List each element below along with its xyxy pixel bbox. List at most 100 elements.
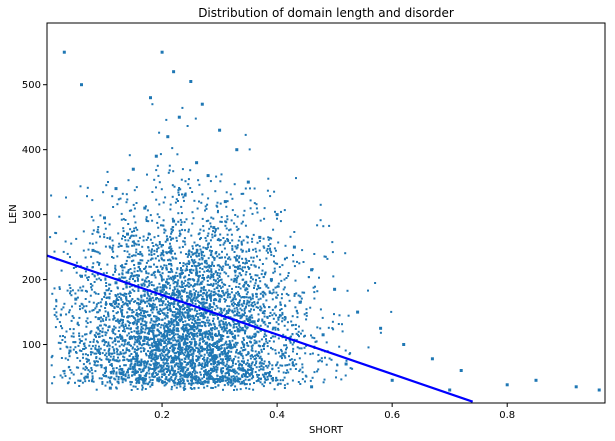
scatter-point bbox=[214, 332, 217, 335]
scatter-point bbox=[254, 303, 257, 306]
x-tick-label: 0.4 bbox=[269, 410, 285, 421]
scatter-point bbox=[169, 307, 171, 310]
scatter-point bbox=[298, 357, 301, 360]
scatter-point bbox=[215, 282, 218, 285]
scatter-point bbox=[313, 253, 316, 255]
scatter-point bbox=[226, 378, 229, 381]
scatter-point bbox=[59, 342, 62, 345]
scatter-point bbox=[172, 369, 175, 372]
scatter-point bbox=[97, 328, 100, 331]
scatter-point bbox=[258, 340, 261, 343]
scatter-point bbox=[158, 243, 161, 246]
scatter-point bbox=[263, 348, 265, 350]
scatter-point bbox=[109, 355, 112, 358]
scatter-point bbox=[211, 261, 214, 264]
scatter-point bbox=[180, 365, 183, 367]
scatter-point bbox=[190, 388, 193, 390]
scatter-point bbox=[150, 281, 153, 284]
scatter-point bbox=[207, 274, 210, 277]
scatter-point bbox=[153, 335, 156, 338]
scatter-point bbox=[237, 227, 240, 230]
scatter-point bbox=[137, 337, 140, 340]
scatter-point bbox=[185, 354, 188, 357]
scatter-point bbox=[176, 347, 179, 350]
scatter-point bbox=[199, 350, 202, 353]
scatter-point bbox=[277, 241, 280, 244]
scatter-point bbox=[191, 357, 194, 360]
scatter-point bbox=[148, 249, 151, 252]
scatter-point bbox=[271, 364, 274, 367]
scatter-point bbox=[78, 335, 81, 337]
scatter-point bbox=[108, 283, 111, 286]
scatter-point bbox=[65, 196, 67, 199]
scatter-point bbox=[148, 328, 151, 331]
scatter-point bbox=[170, 247, 173, 250]
scatter-point bbox=[574, 385, 578, 389]
scatter-point bbox=[256, 373, 258, 376]
scatter-point bbox=[179, 370, 182, 372]
scatter-point bbox=[132, 203, 135, 206]
scatter-point bbox=[133, 321, 136, 324]
scatter-point bbox=[113, 377, 116, 380]
scatter-point bbox=[91, 273, 94, 276]
scatter-point bbox=[184, 338, 187, 341]
scatter-point bbox=[240, 364, 243, 366]
scatter-point bbox=[169, 295, 172, 298]
scatter-point bbox=[224, 299, 227, 302]
scatter-point bbox=[186, 353, 189, 356]
scatter-point bbox=[183, 348, 186, 351]
scatter-point bbox=[161, 249, 164, 252]
scatter-point bbox=[205, 259, 208, 262]
scatter-point bbox=[177, 296, 179, 299]
scatter-point bbox=[225, 227, 228, 230]
scatter-point bbox=[151, 311, 154, 314]
scatter-point bbox=[142, 299, 145, 302]
scatter-point bbox=[188, 336, 191, 338]
scatter-point bbox=[263, 305, 265, 308]
scatter-point bbox=[256, 255, 258, 258]
scatter-point bbox=[79, 359, 82, 362]
scatter-point bbox=[165, 382, 168, 385]
scatter-point bbox=[200, 382, 202, 385]
scatter-point bbox=[138, 268, 141, 270]
scatter-point bbox=[180, 368, 183, 371]
scatter-point bbox=[180, 348, 183, 351]
scatter-point bbox=[220, 173, 223, 176]
scatter-point bbox=[247, 236, 249, 239]
scatter-point bbox=[248, 148, 251, 151]
scatter-point bbox=[143, 364, 146, 367]
scatter-point bbox=[183, 357, 186, 360]
scatter-point bbox=[129, 235, 132, 238]
scatter-point bbox=[179, 361, 182, 364]
scatter-point bbox=[162, 286, 165, 289]
scatter-point bbox=[190, 234, 193, 237]
scatter-point bbox=[314, 285, 316, 288]
scatter-point bbox=[271, 379, 274, 382]
scatter-point bbox=[255, 203, 258, 206]
scatter-point bbox=[220, 380, 223, 383]
scatter-point bbox=[235, 326, 238, 329]
scatter-point bbox=[215, 299, 218, 302]
scatter-point bbox=[130, 260, 133, 263]
scatter-point bbox=[173, 371, 176, 374]
scatter-point bbox=[145, 321, 148, 324]
scatter-point bbox=[214, 292, 217, 295]
scatter-point bbox=[112, 206, 115, 208]
scatter-point bbox=[134, 319, 137, 322]
scatter-point bbox=[200, 281, 203, 284]
scatter-point bbox=[152, 329, 155, 332]
scatter-point bbox=[160, 278, 163, 281]
scatter-point bbox=[179, 310, 181, 313]
scatter-point bbox=[194, 252, 197, 255]
scatter-point bbox=[228, 368, 231, 371]
scatter-point bbox=[200, 363, 203, 366]
scatter-point bbox=[139, 251, 142, 253]
scatter-point bbox=[294, 279, 297, 282]
scatter-point bbox=[143, 284, 146, 287]
scatter-point bbox=[277, 328, 280, 331]
scatter-point bbox=[181, 286, 184, 288]
scatter-point bbox=[223, 323, 226, 326]
scatter-point bbox=[186, 332, 189, 335]
scatter-point bbox=[117, 378, 120, 381]
scatter-point bbox=[208, 319, 211, 322]
